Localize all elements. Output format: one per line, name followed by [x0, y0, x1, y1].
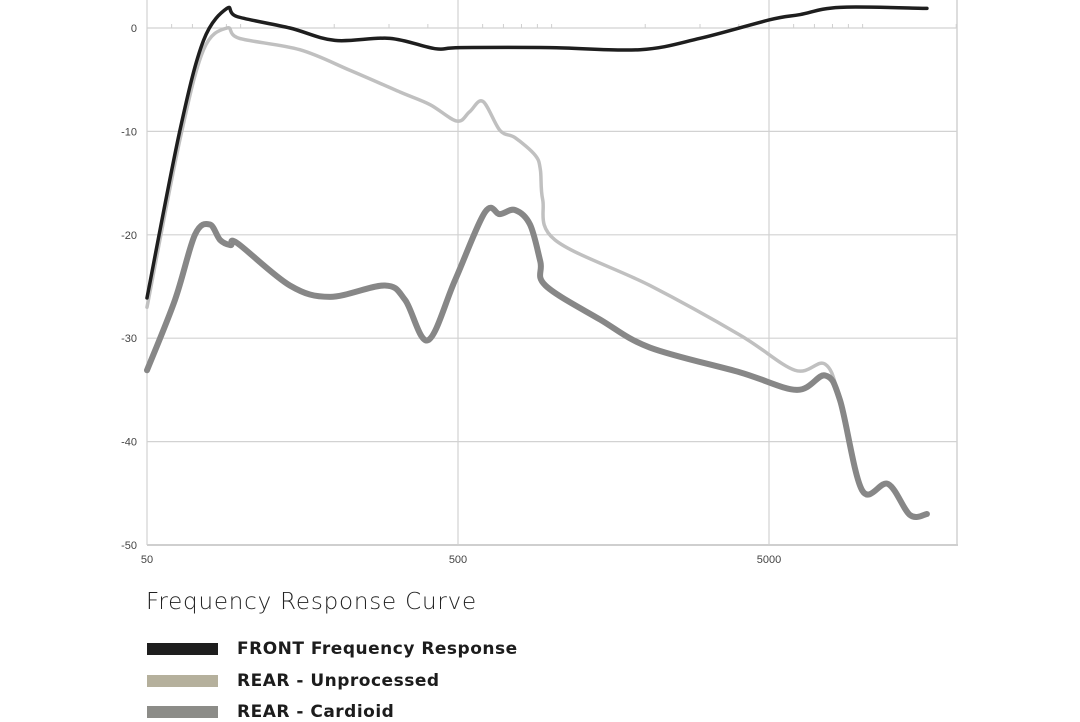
legend-swatch-rear-unprocessed: [147, 675, 218, 687]
legend-label-front: FRONT Frequency Response: [237, 639, 518, 659]
legend-swatch-front: [147, 643, 218, 655]
legend-swatch-rear-cardioid: [147, 706, 218, 718]
y-tick-label: -30: [121, 333, 137, 345]
series-lines: [144, 5, 930, 520]
legend-item-rear-unprocessed: REAR - Unprocessed: [147, 671, 440, 691]
legend-item-front: FRONT Frequency Response: [147, 639, 518, 659]
legend-label-rear-unprocessed: REAR - Unprocessed: [237, 671, 440, 691]
chart-title: Frequency Response Curve: [146, 589, 477, 615]
tick-labels: 0 -10 -20 -30 -40 -50 50 500 5000: [121, 23, 781, 566]
series-line-rear-unprocessed: [145, 26, 929, 519]
series-line-rear-cardioid: [144, 204, 930, 520]
y-tick-label: -20: [121, 230, 137, 242]
legend-item-rear-cardioid: REAR - Cardioid: [147, 702, 394, 722]
x-tick-label: 50: [141, 554, 153, 566]
y-tick-label: 0: [131, 23, 137, 35]
x-tick-label: 500: [449, 554, 467, 566]
grid: [146, 0, 958, 546]
x-tick-label: 5000: [757, 554, 781, 566]
y-tick-label: -40: [121, 437, 137, 449]
series-line-front: [145, 5, 929, 300]
y-tick-label: -50: [121, 540, 137, 552]
legend-label-rear-cardioid: REAR - Cardioid: [237, 702, 395, 722]
y-tick-label: -10: [121, 126, 137, 138]
